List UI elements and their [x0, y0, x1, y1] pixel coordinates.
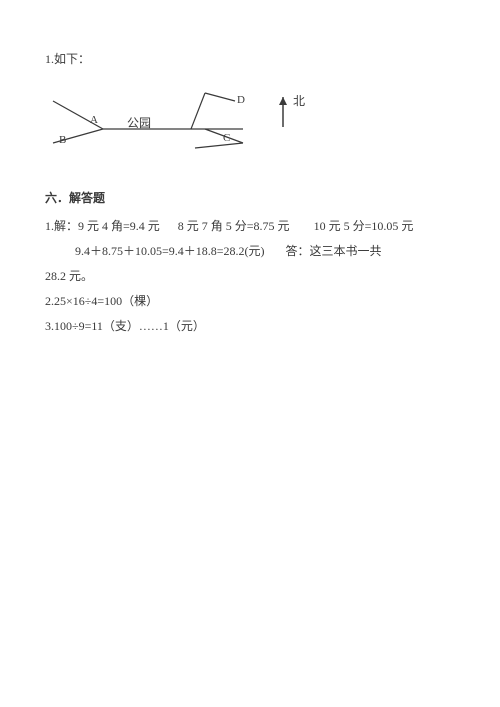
- park-diagram: A B C D 公园 北: [45, 83, 315, 163]
- q1-l1a: 1.解：9 元 4 角=9.4 元: [45, 219, 160, 233]
- text-p1: 1.如下：: [45, 52, 90, 66]
- paragraph-1: 1.如下：: [45, 50, 455, 69]
- q1-l3: 28.2 元。: [45, 269, 93, 283]
- q1-l1b: 8 元 7 角 5 分=8.75 元: [178, 219, 290, 233]
- svg-text:B: B: [59, 134, 66, 146]
- q1-line1: 1.解：9 元 4 角=9.4 元 8 元 7 角 5 分=8.75 元 10 …: [45, 217, 455, 236]
- svg-text:D: D: [237, 94, 245, 106]
- q2-line: 2.25×16÷4=100（棵）: [45, 292, 455, 311]
- q1-l1c: 10 元 5 分=10.05 元: [314, 219, 414, 233]
- svg-text:C: C: [223, 132, 230, 144]
- svg-text:北: 北: [293, 94, 305, 108]
- svg-text:A: A: [90, 114, 98, 126]
- q1-line2: 9.4＋8.75＋10.05=9.4＋18.8=28.2(元) 答：这三本书一共: [45, 242, 455, 261]
- section-heading-text: 六．解答题: [45, 191, 105, 205]
- diagram-container: A B C D 公园 北: [45, 83, 455, 169]
- svg-text:公园: 公园: [127, 116, 151, 130]
- q3-text: 3.100÷9=11（支）……1（元）: [45, 319, 205, 333]
- q1-l2a: 9.4＋8.75＋10.05=9.4＋18.8=28.2(元): [75, 244, 265, 258]
- q3-line: 3.100÷9=11（支）……1（元）: [45, 317, 455, 336]
- q2-text: 2.25×16÷4=100（棵）: [45, 294, 158, 308]
- section-heading-six: 六．解答题: [45, 189, 455, 208]
- q1-line3: 28.2 元。: [45, 267, 455, 286]
- q1-l2b: 答：这三本书一共: [286, 244, 382, 258]
